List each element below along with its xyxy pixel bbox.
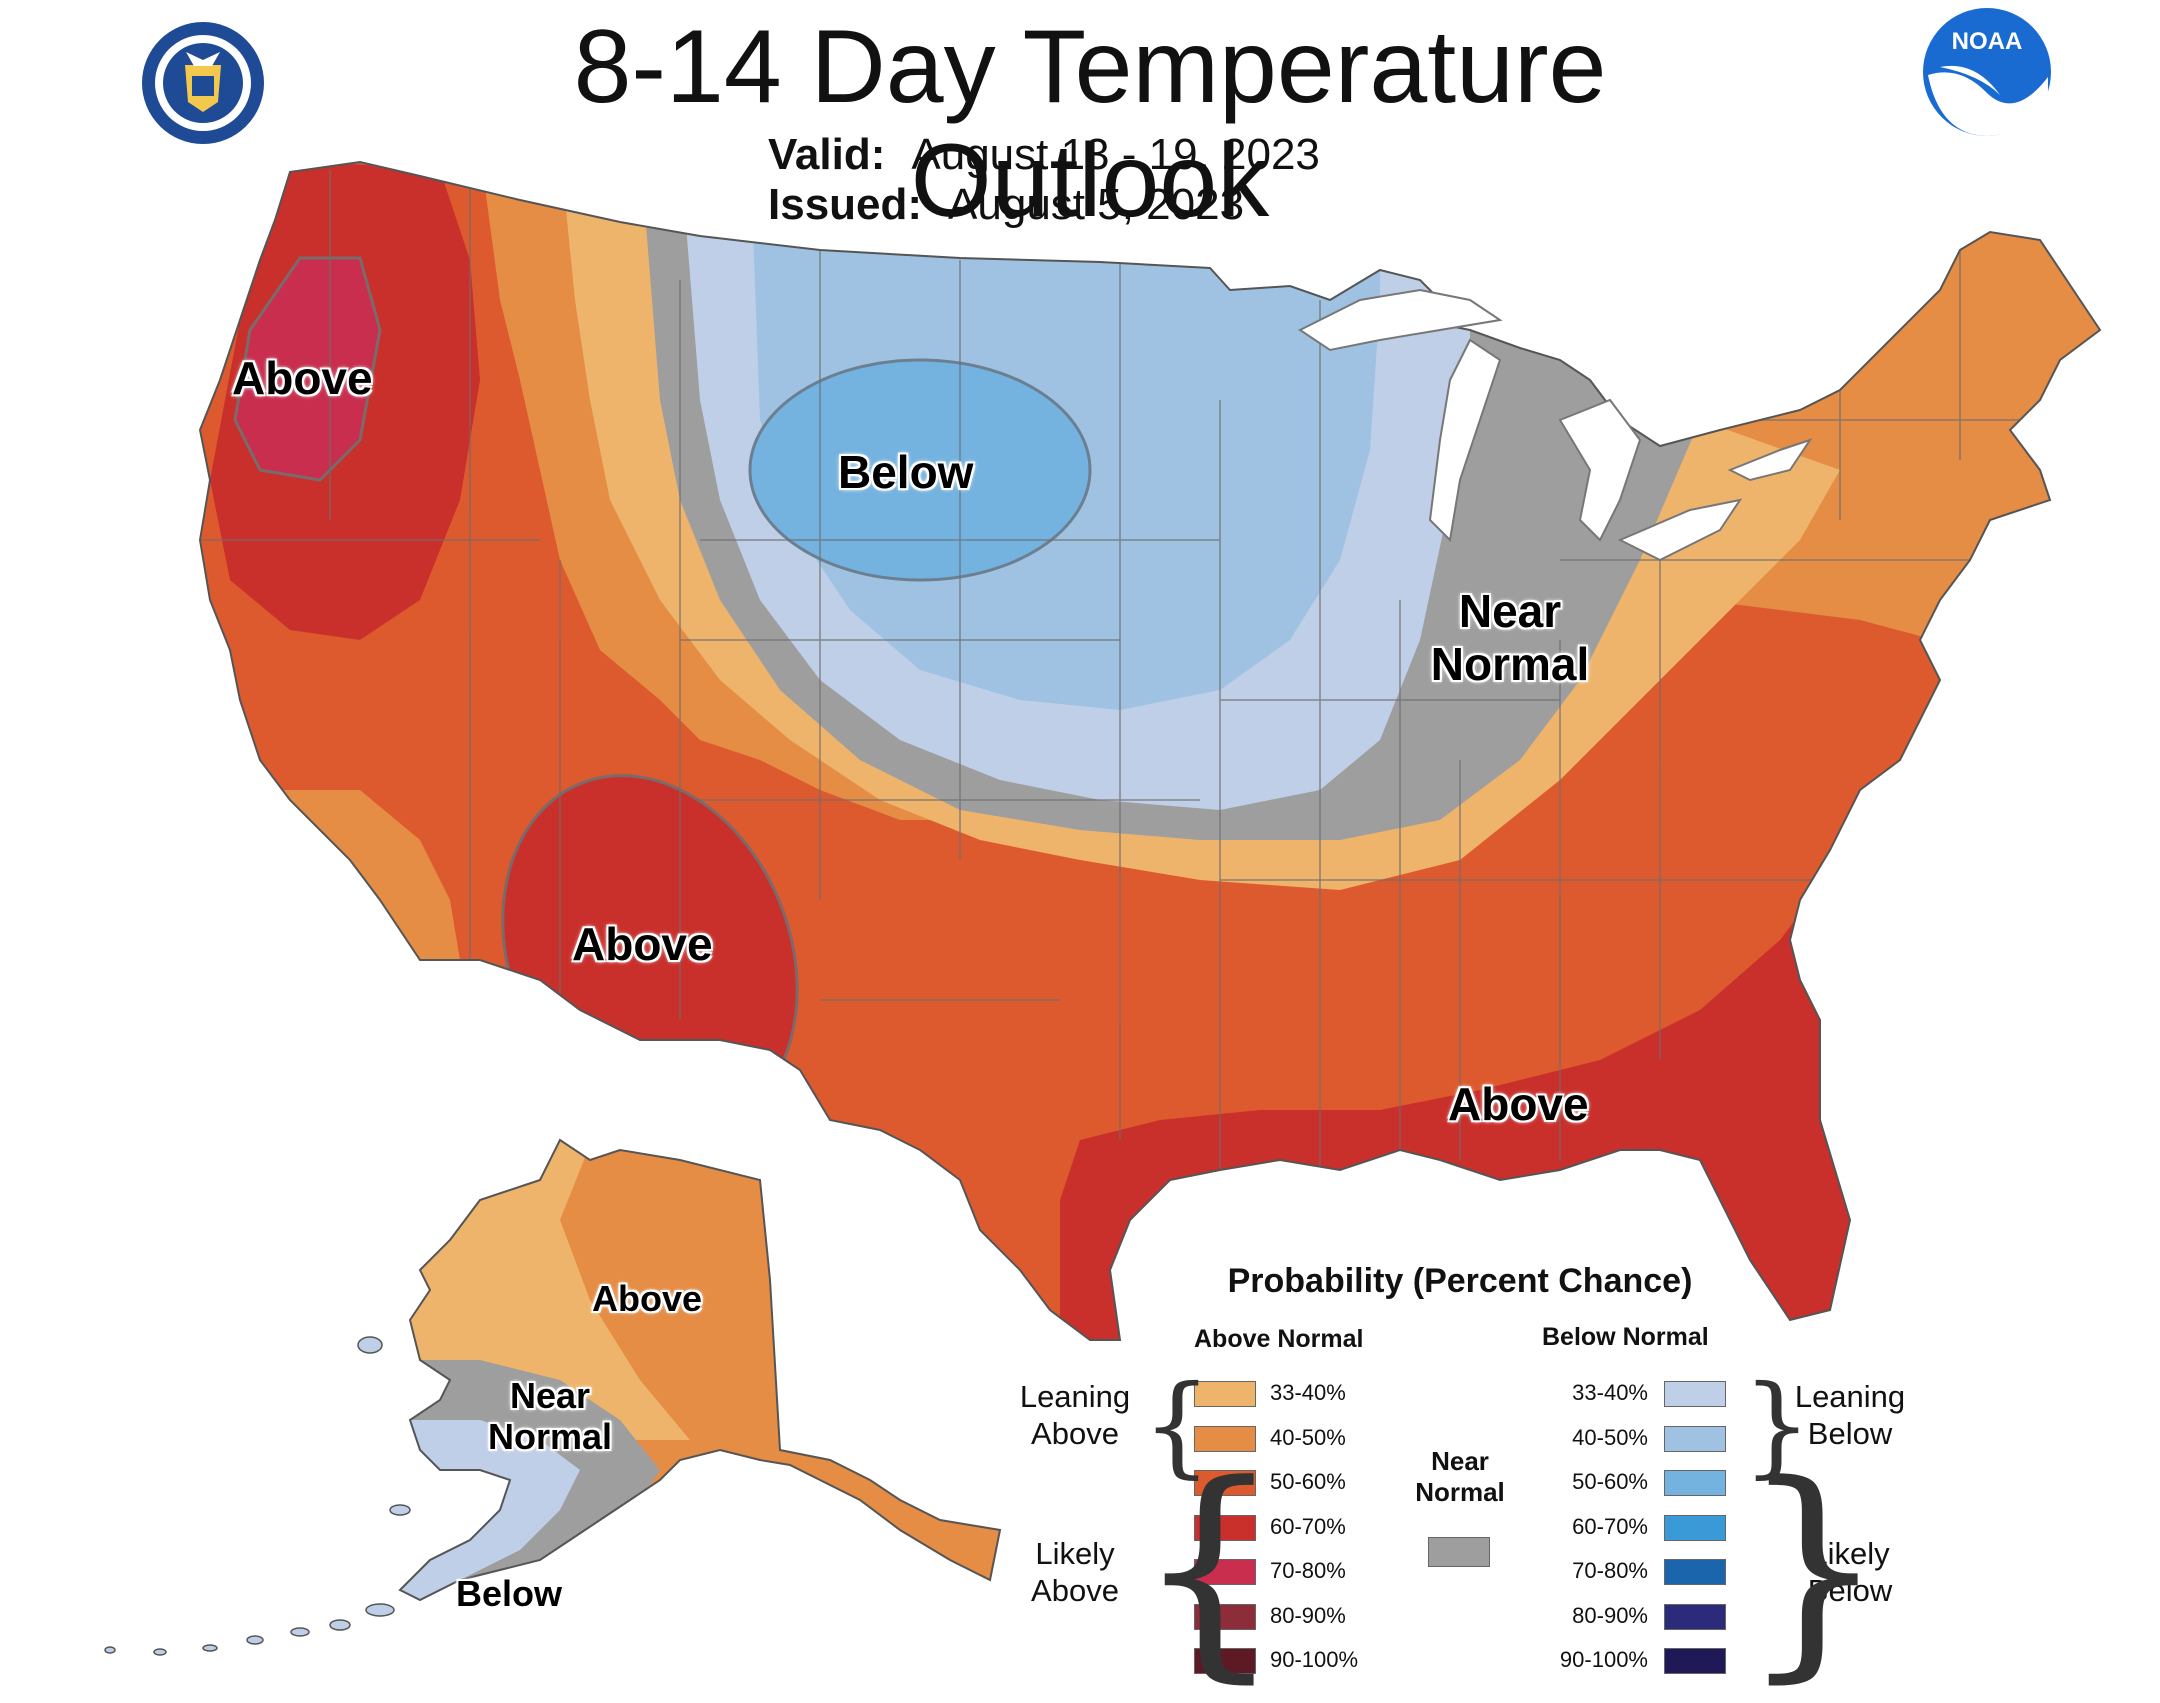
svg-text:NOAA: NOAA xyxy=(1952,28,2023,55)
below_bins-swatch-1 xyxy=(1664,1425,1726,1452)
below_bins-swatch-2 xyxy=(1664,1470,1726,1496)
page-title: 8-14 Day Temperature Outlook xyxy=(573,9,1607,240)
legend-brace-leaning-above: { xyxy=(1142,1361,1212,1489)
above_bins-label-6: 90-100% xyxy=(1270,1647,1359,1672)
above_bins-swatch-1 xyxy=(1194,1425,1256,1452)
label-southwest-above: Above xyxy=(572,918,713,970)
label-gulf-above: Above xyxy=(1448,1078,1589,1130)
legend-leaning-below-label: Leaning Below xyxy=(1794,1379,1906,1452)
issued-date: Issued: August 5, 2023 xyxy=(768,180,1244,230)
label-alaska-near-normal: Near Normal xyxy=(487,1375,613,1458)
legend-brace-likely-below: } xyxy=(1740,1436,1887,1703)
above_bins-swatch-0 xyxy=(1194,1381,1256,1407)
legend-brace-likely-above: { xyxy=(1136,1436,1283,1703)
issued-value: August 5, 2023 xyxy=(948,180,1245,229)
department-of-commerce-seal xyxy=(140,20,266,146)
issued-label: Issued: xyxy=(768,180,923,229)
below_bins-swatch-4 xyxy=(1664,1559,1726,1585)
label-plains-below: Below xyxy=(838,446,974,498)
below_bins-swatch-6 xyxy=(1664,1648,1726,1674)
legend-near-normal-label: Near Normal xyxy=(1415,1446,1505,1508)
below_bins-label-1: 40-50% xyxy=(1572,1424,1648,1450)
legend-likely-above-label: Likely Above xyxy=(1031,1536,1119,1609)
legend-above-header: Above Normal xyxy=(1194,1325,1364,1353)
below_bins-label-5: 80-90% xyxy=(1572,1602,1648,1628)
legend-brace-leaning-below: } xyxy=(1742,1361,1812,1489)
above_bins-swatch-2 xyxy=(1194,1470,1256,1496)
below_bins-label-6: 90-100% xyxy=(1559,1647,1648,1672)
label-northwest-above: Above xyxy=(232,352,373,404)
above_bins-label-3: 60-70% xyxy=(1270,1513,1346,1539)
below_bins-label-4: 70-80% xyxy=(1572,1558,1648,1583)
label-alaska-below: Below xyxy=(456,1573,563,1614)
above_bins-swatch-4 xyxy=(1194,1559,1256,1585)
valid-label: Valid: xyxy=(768,130,886,179)
legend-below-header: Below Normal xyxy=(1542,1323,1709,1351)
above_bins-label-4: 70-80% xyxy=(1270,1558,1346,1583)
below_bins-label-3: 60-70% xyxy=(1572,1513,1648,1539)
above_bins-swatch-5 xyxy=(1194,1603,1256,1630)
above_bins-label-0: 33-40% xyxy=(1270,1380,1346,1405)
below_bins-swatch-0 xyxy=(1664,1381,1726,1407)
above_bins-label-5: 80-90% xyxy=(1270,1602,1346,1628)
noaa-logo: NOAA xyxy=(1920,5,2055,140)
legend-near-normal-swatch xyxy=(1428,1537,1490,1567)
below_bins-label-2: 50-60% xyxy=(1572,1469,1648,1494)
below_bins-label-0: 33-40% xyxy=(1572,1380,1648,1405)
below_bins-swatch-5 xyxy=(1664,1603,1726,1630)
valid-dates: Valid: August 13 - 19, 2023 xyxy=(768,130,1320,180)
above_bins-label-2: 50-60% xyxy=(1270,1469,1346,1494)
legend-leaning-above-label: Leaning Above xyxy=(1019,1379,1131,1452)
valid-value: August 13 - 19, 2023 xyxy=(911,130,1320,179)
above_bins-label-1: 40-50% xyxy=(1270,1424,1346,1450)
legend-likely-below-label: Likely Below xyxy=(1807,1536,1893,1609)
label-midwest-near-normal: Near Normal xyxy=(1430,585,1590,690)
below_bins-swatch-3 xyxy=(1664,1514,1726,1541)
above_bins-swatch-3 xyxy=(1194,1514,1256,1541)
legend-title: Probability (Percent Chance) xyxy=(1227,1262,1693,1300)
label-alaska-above: Above xyxy=(592,1278,703,1319)
